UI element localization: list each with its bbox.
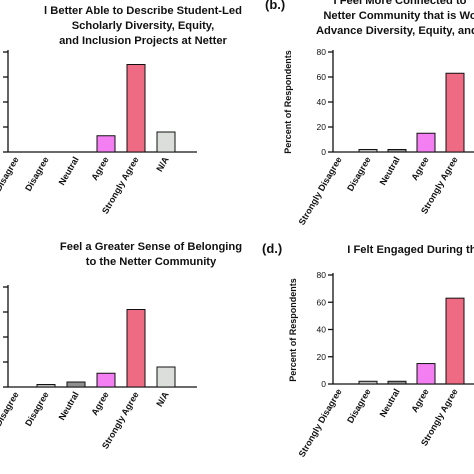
chart-title: Feel a Greater Sense of Belonging	[60, 241, 242, 253]
chart-title: Netter Community that is Wo	[323, 10, 474, 22]
chart-title: and Inclusion Projects at Netter	[59, 35, 227, 47]
category-label: Disagree	[345, 387, 373, 425]
chart-panel-2: I Feel More Connected to Netter Community…	[265, 0, 474, 227]
bar-agree	[416, 132, 436, 153]
chart-title: I Feel More Connected to	[333, 0, 466, 7]
bar-neutral	[387, 380, 407, 385]
bar-agree	[96, 135, 116, 153]
y-tick-label: 40	[317, 325, 327, 335]
category-label: Neutral	[57, 390, 81, 422]
category-label: Disagree	[345, 155, 373, 193]
category-label: Disagree	[23, 390, 51, 428]
y-tick-label: 0	[321, 379, 326, 389]
category-label: Disagree	[0, 390, 21, 428]
bar-strongly-agree	[126, 309, 146, 388]
category-label: Agree	[89, 155, 110, 182]
y-tick-label: 40	[317, 97, 327, 107]
category-label: Disagree	[0, 155, 21, 193]
category-label: Agree	[89, 390, 110, 417]
y-tick-label: 60	[317, 297, 327, 307]
y-tick-label: 20	[317, 352, 327, 362]
chart-panel-3: Feel a Greater Sense of Belonging to the …	[0, 241, 242, 451]
y-tick-label: 20	[317, 122, 327, 132]
y-tick-label: 80	[317, 47, 327, 57]
y-tick-label: 60	[317, 72, 327, 82]
panel-label: (b.)	[265, 0, 285, 12]
chart-title: to the Netter Community	[86, 256, 217, 268]
bar-disagree	[358, 380, 378, 385]
bar-strongly-agree	[445, 72, 465, 153]
category-label: Agree	[409, 155, 430, 182]
chart-title: Advance Diversity, Equity, and I	[316, 25, 474, 37]
category-label: Strongly Disagree	[297, 387, 344, 459]
category-label: N/A	[154, 155, 171, 174]
bar-n-a	[156, 366, 176, 388]
bar-disagree	[358, 149, 378, 153]
panel-label: (d.)	[262, 241, 282, 256]
bar-disagree	[36, 384, 56, 388]
chart-title: Scholarly Diversity, Equity,	[72, 20, 215, 32]
bar-n-a	[156, 131, 176, 153]
y-tick-label: 0	[321, 147, 326, 157]
category-label: Neutral	[378, 387, 402, 419]
y-tick-label: 80	[317, 270, 327, 280]
chart-title: l Better Able to Describe Student-Led	[44, 5, 242, 17]
bar-agree	[96, 372, 116, 388]
category-label: Disagree	[23, 155, 51, 193]
chart-title: I Felt Engaged During the	[347, 244, 474, 256]
y-axis-label: Percent of Respondents	[288, 278, 298, 382]
category-label: Strongly Disagree	[297, 155, 344, 227]
category-label: Agree	[409, 387, 430, 414]
bar-agree	[416, 363, 436, 385]
category-label: Neutral	[57, 155, 81, 187]
chart-panel-1: l Better Able to Describe Student-Led Sch…	[0, 5, 242, 216]
bar-neutral	[387, 149, 407, 153]
bar-neutral	[66, 381, 86, 388]
chart-panel-4: I Felt Engaged During the (d.) 0 20 40 60 80 Pe…	[262, 241, 474, 459]
y-axis-label: Percent of Respondents	[283, 50, 293, 154]
bar-strongly-agree	[445, 297, 465, 385]
bar-strongly-agree	[126, 64, 146, 153]
category-label: N/A	[154, 390, 171, 409]
category-label: Neutral	[378, 155, 402, 187]
